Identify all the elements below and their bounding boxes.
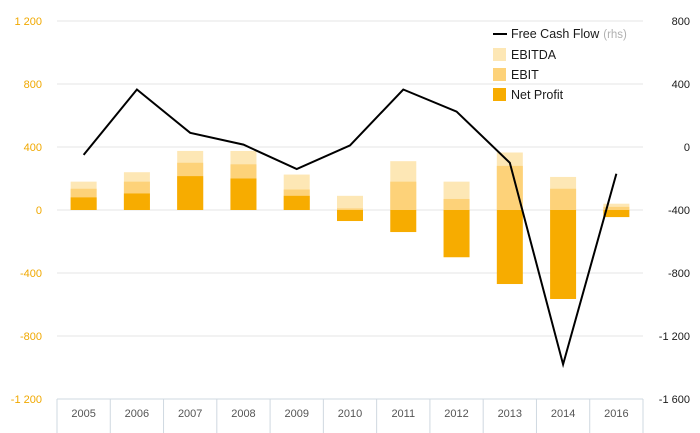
bar-ebit xyxy=(337,208,363,210)
legend-label-ebit: EBIT xyxy=(511,68,539,82)
x-tick-label: 2006 xyxy=(125,408,149,420)
y-right-tick-label: -400 xyxy=(668,205,690,217)
x-tick-label: 2012 xyxy=(444,408,468,420)
bar-ebitda xyxy=(337,195,363,210)
bar-ebit xyxy=(443,198,470,210)
x-tick-label: 2007 xyxy=(178,408,202,420)
y-right-tick-label: -800 xyxy=(668,268,690,280)
x-tick-label: 2005 xyxy=(71,408,95,420)
bar-ebit xyxy=(550,188,577,210)
bar-net-profit xyxy=(230,178,257,210)
y-left-tick-label: -400 xyxy=(20,268,42,280)
x-tick-label: 2014 xyxy=(551,408,575,420)
bar-ebit xyxy=(390,181,417,210)
legend-label-suffix: (rhs) xyxy=(603,29,627,41)
y-right-tick-label: 400 xyxy=(672,79,690,91)
y-left-tick-label: 1 200 xyxy=(14,16,42,28)
x-tick-label: 2011 xyxy=(391,408,415,420)
legend-label-net-profit: Net Profit xyxy=(511,88,564,102)
legend: Free Cash Flow (rhs) EBITDA EBIT Net Profit xyxy=(493,27,627,102)
bar-net-profit xyxy=(283,195,310,210)
axes: 1 200 800 400 0 -400 -800 -1 200 800 400 0 -400 -80… xyxy=(11,16,690,433)
bar-ebit xyxy=(603,206,630,210)
y-right-tick-label: 0 xyxy=(684,142,690,154)
y-left-tick-label: -1 200 xyxy=(11,394,42,406)
y-left-tick-label: 800 xyxy=(24,79,42,91)
bars xyxy=(70,150,630,299)
y-right-tick-label: -1 200 xyxy=(659,331,690,343)
x-tick-label: 2009 xyxy=(284,408,308,420)
legend-label-text: Free Cash Flow xyxy=(511,27,600,41)
line-free-cash-flow xyxy=(82,88,618,369)
x-tick-label: 2013 xyxy=(498,408,522,420)
y-left-tick-label: -800 xyxy=(20,331,42,343)
legend-label-free-cash-flow: Free Cash Flow (rhs) xyxy=(511,27,627,41)
y-left-tick-label: 0 xyxy=(36,205,42,217)
y-right-tick-label: -1 600 xyxy=(659,394,690,406)
legend-label-ebitda: EBITDA xyxy=(511,48,557,62)
bar-net-profit xyxy=(550,210,577,299)
legend-swatch-ebitda xyxy=(493,48,506,61)
line-series xyxy=(82,88,618,369)
bar-net-profit xyxy=(177,176,204,210)
bar-ebit xyxy=(496,165,523,210)
bar-net-profit xyxy=(123,193,150,210)
x-tick-label: 2010 xyxy=(338,408,362,420)
legend-swatch-ebit xyxy=(493,68,506,81)
y-left-tick-label: 400 xyxy=(24,142,42,154)
legend-swatch-net-profit xyxy=(493,88,506,101)
bar-net-profit xyxy=(337,210,363,222)
bar-net-profit xyxy=(603,210,630,218)
y-right-tick-label: 800 xyxy=(672,16,690,28)
x-tick-label: 2008 xyxy=(231,408,255,420)
bar-net-profit xyxy=(390,210,417,233)
bar-net-profit xyxy=(496,210,523,285)
bar-net-profit xyxy=(443,210,470,258)
x-tick-label: 2016 xyxy=(604,408,628,420)
bar-net-profit xyxy=(70,197,97,210)
